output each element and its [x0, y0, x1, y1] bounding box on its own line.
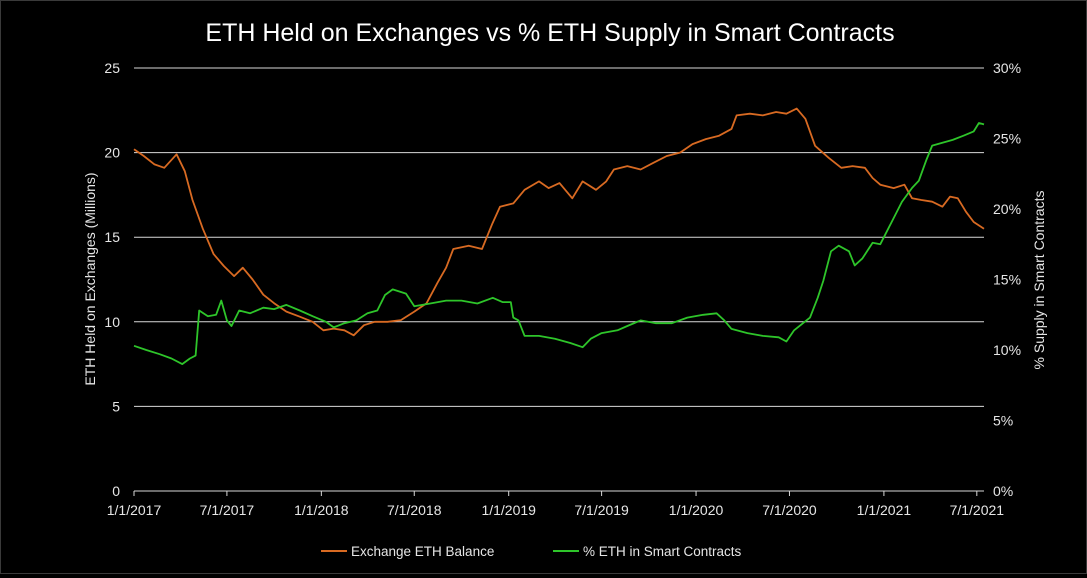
x-tick-label: 1/1/2019: [481, 502, 536, 518]
y2-tick-label: 5%: [993, 413, 1013, 429]
chart-title: ETH Held on Exchanges vs % ETH Supply in…: [205, 19, 894, 47]
gridlines: [134, 67, 984, 492]
y-tick-label: 10: [104, 314, 120, 330]
y2-tick-label: 20%: [993, 201, 1021, 217]
exchange-balance-line: [133, 107, 985, 337]
y-tick-label: 20: [104, 145, 120, 161]
y2-tick-label: 15%: [993, 272, 1021, 288]
x-tick-label: 1/1/2021: [857, 502, 912, 518]
y2-tick-label: 30%: [993, 60, 1021, 76]
y-tick-label: 25: [104, 60, 120, 76]
y-axis-ticks: 0 5 10 15 20 25: [104, 60, 120, 499]
x-tick-label: 7/1/2018: [387, 502, 442, 518]
y-tick-label: 15: [104, 229, 120, 245]
legend-label: Exchange ETH Balance: [351, 544, 494, 559]
y-axis-title: ETH Held on Exchanges (Millions): [82, 172, 98, 385]
series-lines: [133, 107, 985, 365]
y2-axis-title: % Supply in Smart Contracts: [1031, 191, 1047, 370]
y-tick-label: 0: [112, 483, 120, 499]
y2-tick-label: 25%: [993, 131, 1021, 147]
y-tick-label: 5: [112, 398, 120, 414]
x-axis-ticks: 1/1/2017 7/1/2017 1/1/2018 7/1/2018 1/1/2019…: [107, 491, 1005, 518]
x-tick-label: 1/1/2017: [107, 502, 162, 518]
legend-label: % ETH in Smart Contracts: [583, 544, 742, 559]
x-tick-label: 7/1/2019: [574, 502, 629, 518]
x-tick-label: 7/1/2020: [762, 502, 817, 518]
x-tick-label: 7/1/2021: [950, 502, 1005, 518]
x-tick-label: 7/1/2017: [200, 502, 255, 518]
legend: Exchange ETH Balance % ETH in Smart Contr…: [321, 544, 742, 559]
smart-contracts-line: [133, 122, 985, 365]
y2-axis-ticks: 0% 5% 10% 15% 20% 25% 30%: [993, 60, 1021, 499]
y2-tick-label: 0%: [993, 483, 1013, 499]
x-tick-label: 1/1/2020: [669, 502, 724, 518]
y2-tick-label: 10%: [993, 342, 1021, 358]
x-tick-label: 1/1/2018: [294, 502, 349, 518]
